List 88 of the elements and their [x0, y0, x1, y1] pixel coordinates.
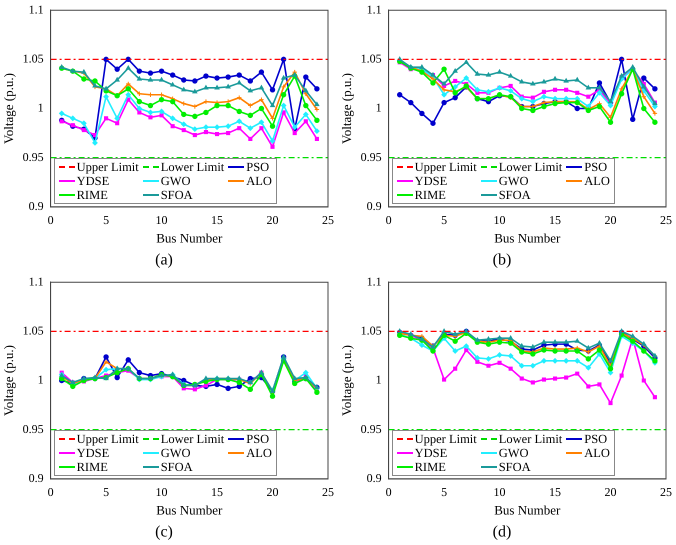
legend-label: Upper Limit — [414, 432, 477, 446]
text: (b) — [492, 252, 512, 269]
legend-label: RIME — [76, 188, 108, 202]
legend-label: YDSE — [414, 446, 448, 460]
y-tick-label: 0.9 — [366, 198, 382, 213]
x-tick-label: 25 — [322, 213, 334, 228]
legend-label: YDSE — [414, 174, 448, 188]
x-tick-label: 10 — [494, 213, 506, 228]
y-tick-label: 1.1 — [366, 2, 382, 16]
legend-label: YDSE — [76, 174, 110, 188]
ref-line-label: Lower Limit — [160, 160, 224, 174]
x-tick-label: 15 — [211, 485, 224, 500]
text: (a) — [155, 252, 173, 269]
legend-label: GWO — [160, 446, 191, 460]
x-axis-title: Bus Number — [494, 502, 562, 518]
y-tick-label: 1.1 — [28, 274, 44, 288]
y-tick-label: 1 — [38, 100, 44, 115]
legend-label: Upper Limit — [76, 432, 139, 446]
y-axis-title: Voltage (p.u.) — [1, 345, 16, 416]
y-tick-label: 0.95 — [360, 422, 382, 436]
x-tick-label: 20 — [266, 213, 279, 228]
legend-label: SFOA — [498, 460, 531, 474]
y-tick-label: 0.9 — [366, 470, 382, 485]
x-tick-label: 0 — [386, 213, 392, 228]
legend-label: GWO — [498, 174, 529, 188]
legend-label: RIME — [414, 460, 446, 474]
legend-label: GWO — [160, 174, 191, 188]
y-tick-label: 1.1 — [28, 2, 44, 16]
y-tick-label: 0.95 — [360, 150, 382, 164]
x-tick-label: 20 — [266, 485, 279, 500]
x-tick-label: 0 — [48, 213, 54, 228]
y-axis-title: Voltage (p.u.) — [1, 73, 16, 144]
x-tick-label: 5 — [103, 213, 110, 228]
x-tick-label: 5 — [103, 485, 110, 500]
legend-label: RIME — [414, 188, 446, 202]
y-tick-label: 1 — [376, 372, 382, 387]
legend-label: RIME — [76, 460, 108, 474]
legend-label: Upper Limit — [76, 160, 139, 174]
text: (d) — [492, 524, 512, 541]
y-tick-label: 1.05 — [360, 324, 382, 338]
ref-line-label: Lower Limit — [160, 432, 224, 446]
x-tick-label: 15 — [549, 485, 562, 500]
legend-label: PSO — [246, 432, 270, 446]
x-tick-label: 5 — [441, 485, 448, 500]
legend-label: SFOA — [160, 460, 193, 474]
legend-label: ALO — [584, 174, 610, 188]
x-tick-label: 25 — [660, 485, 672, 500]
legend-label: PSO — [584, 432, 608, 446]
legend-label: SFOA — [498, 188, 531, 202]
x-axis-title: Bus Number — [156, 230, 224, 246]
legend-label: ALO — [584, 446, 610, 460]
x-axis-title: Bus Number — [156, 502, 224, 518]
legend-label: ALO — [246, 446, 272, 460]
ref-line-label: Lower Limit — [498, 160, 562, 174]
legend-label: Upper Limit — [414, 160, 477, 174]
y-tick-label: 1.05 — [360, 52, 382, 66]
legend-label: GWO — [498, 446, 529, 460]
x-tick-label: 15 — [211, 213, 224, 228]
x-axis-title: Bus Number — [494, 230, 562, 246]
y-tick-label: 1.05 — [22, 52, 44, 66]
y-tick-label: 0.9 — [28, 198, 44, 213]
x-tick-label: 15 — [549, 213, 562, 228]
legend-label: PSO — [584, 160, 608, 174]
y-tick-label: 0.95 — [22, 422, 44, 436]
x-tick-label: 0 — [386, 485, 392, 500]
y-tick-label: 0.9 — [28, 470, 44, 485]
x-tick-label: 20 — [604, 213, 617, 228]
x-tick-label: 10 — [494, 485, 506, 500]
y-tick-label: 1 — [376, 100, 382, 115]
x-tick-label: 5 — [441, 213, 448, 228]
ref-line-label: Lower Limit — [498, 432, 562, 446]
y-axis-title: Voltage (p.u.) — [339, 345, 354, 416]
x-tick-label: 25 — [660, 213, 672, 228]
x-tick-label: 0 — [48, 485, 54, 500]
legend-label: YDSE — [76, 446, 110, 460]
y-tick-label: 1 — [38, 372, 44, 387]
x-tick-label: 10 — [156, 485, 168, 500]
legend-label: SFOA — [160, 188, 193, 202]
y-axis-title: Voltage (p.u.) — [339, 73, 354, 144]
x-tick-label: 10 — [156, 213, 168, 228]
y-tick-label: 1.1 — [366, 274, 382, 288]
y-tick-label: 0.95 — [22, 150, 44, 164]
legend-label: ALO — [246, 174, 272, 188]
x-tick-label: 20 — [604, 485, 617, 500]
y-tick-label: 1.05 — [22, 324, 44, 338]
x-tick-label: 25 — [322, 485, 334, 500]
text: (c) — [155, 524, 173, 541]
legend-label: PSO — [246, 160, 270, 174]
